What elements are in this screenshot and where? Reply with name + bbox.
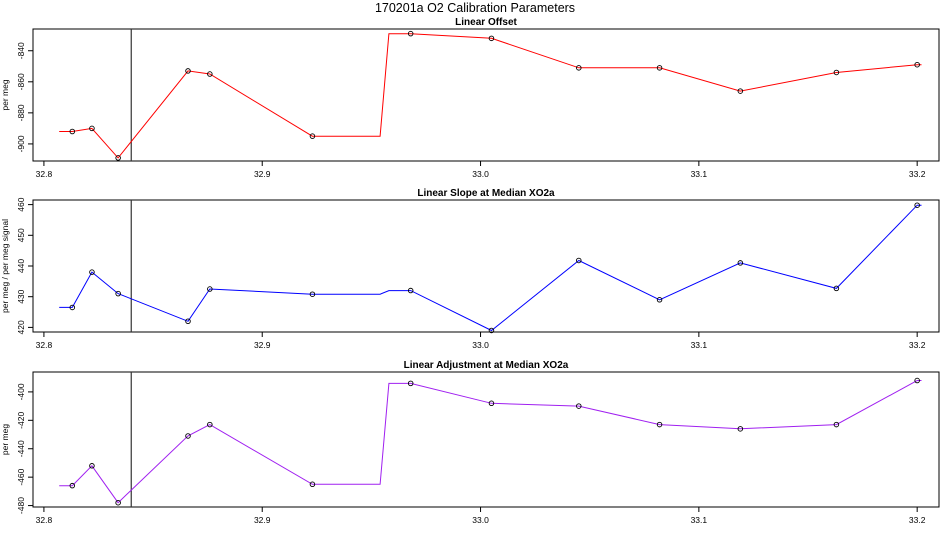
x-tick-label: 33.2 <box>909 169 926 179</box>
data-point <box>833 69 840 76</box>
x-tick-label: 33.0 <box>472 169 489 179</box>
data-point <box>488 327 495 334</box>
y-tick-label: 460 <box>16 197 26 211</box>
data-point <box>185 68 191 74</box>
y-tick-label: 430 <box>16 289 26 303</box>
chart-panel-1: Linear Offset 32.8 32.9 33.0 33.1 33.2 -900 -88… <box>0 17 940 179</box>
data-point <box>914 61 920 68</box>
data-point <box>69 128 76 135</box>
plot-frame <box>32 28 940 162</box>
x-tick-label: 33.0 <box>472 340 489 350</box>
data-point <box>576 257 582 264</box>
y-tick-label: -840 <box>16 42 26 59</box>
data-point <box>576 403 582 409</box>
chart-panel-3: Linear Adjustment at Median XO2a 32.8 32.9… <box>0 360 940 525</box>
data-point <box>407 287 414 294</box>
x-tick-label: 33.2 <box>909 515 926 525</box>
x-tick-label: 32.9 <box>254 169 271 179</box>
y-axis-label: per meg <box>0 424 10 455</box>
data-point <box>656 65 663 71</box>
panel-title: Linear Offset <box>455 17 517 28</box>
data-point <box>737 260 744 266</box>
y-tick-label: -440 <box>16 440 26 457</box>
plot-frame <box>32 199 940 333</box>
chart-panel-2: Linear Slope at Median XO2a 32.8 32.9 33.0 3… <box>0 188 940 350</box>
data-point <box>656 421 663 428</box>
data-point <box>656 297 663 303</box>
data-point <box>185 433 191 439</box>
figure-title: 170201a O2 Calibration Parameters <box>375 1 575 15</box>
data-point <box>207 286 213 292</box>
y-tick-label: -420 <box>16 412 26 429</box>
x-tick-label: 32.8 <box>36 169 53 179</box>
data-point <box>89 463 95 469</box>
data-point <box>185 318 191 325</box>
series-line <box>59 380 922 504</box>
x-tick-label: 33.0 <box>472 515 489 525</box>
x-tick-label: 33.1 <box>691 340 708 350</box>
panel-title: Linear Adjustment at Median XO2a <box>404 360 569 371</box>
data-point <box>488 400 495 407</box>
data-point <box>115 155 121 161</box>
data-point <box>115 499 121 506</box>
series-line <box>59 33 922 159</box>
data-point <box>914 377 920 384</box>
y-tick-label: -880 <box>16 104 26 121</box>
x-tick-label: 32.9 <box>254 515 271 525</box>
data-point <box>488 35 495 42</box>
data-point <box>407 380 414 387</box>
x-tick-label: 33.2 <box>909 340 926 350</box>
panel-title: Linear Slope at Median XO2a <box>417 188 555 199</box>
data-point <box>309 481 316 488</box>
plot-frame <box>32 371 940 508</box>
y-tick-label: -480 <box>16 497 26 514</box>
data-point <box>914 202 920 208</box>
data-point <box>309 291 316 297</box>
data-point <box>89 125 95 132</box>
data-point <box>89 269 95 275</box>
data-point <box>737 426 744 432</box>
data-point <box>69 304 76 311</box>
data-point <box>207 71 213 77</box>
x-tick-label: 33.1 <box>691 515 708 525</box>
y-tick-label: -400 <box>16 383 26 400</box>
y-axis-label: per meg / per meg signal <box>0 219 10 313</box>
x-tick-label: 33.1 <box>691 169 708 179</box>
x-tick-label: 32.8 <box>36 515 53 525</box>
y-tick-label: -900 <box>16 135 26 152</box>
data-point <box>115 290 121 297</box>
data-point <box>833 285 840 292</box>
y-tick-label: 440 <box>16 259 26 273</box>
y-tick-label: 420 <box>16 320 26 334</box>
data-point <box>576 65 582 71</box>
data-point <box>309 133 316 139</box>
data-point <box>69 482 76 489</box>
y-tick-label: 450 <box>16 228 26 242</box>
y-tick-label: -460 <box>16 468 26 485</box>
data-point <box>407 30 414 37</box>
data-point <box>737 88 744 94</box>
data-point <box>833 421 840 428</box>
y-tick-label: -860 <box>16 73 26 90</box>
x-tick-label: 32.8 <box>36 340 53 350</box>
data-point <box>207 421 213 428</box>
x-tick-label: 32.9 <box>254 340 271 350</box>
series-line <box>59 204 922 332</box>
y-axis-label: per meg <box>0 79 10 110</box>
